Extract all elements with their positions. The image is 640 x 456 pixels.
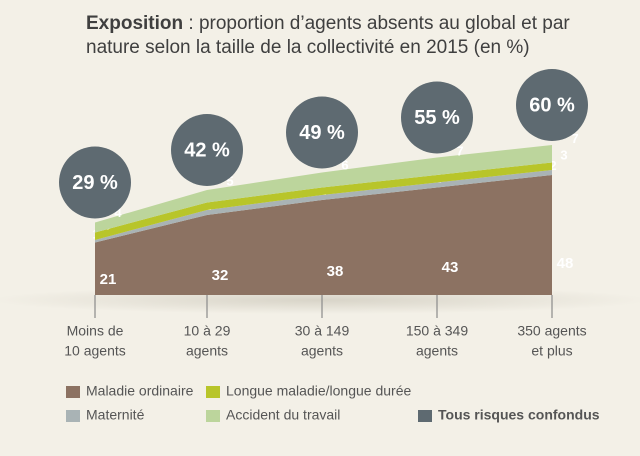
data-label: 38 (327, 263, 344, 280)
area (95, 145, 552, 233)
total-circle (516, 69, 588, 141)
data-label: 7 (456, 144, 463, 159)
x-tick-label: et plus (531, 343, 572, 359)
data-label: 6 (341, 157, 348, 172)
x-tick-label: 30 à 149 (295, 323, 350, 339)
area (95, 175, 552, 295)
data-label: 43 (442, 259, 459, 276)
data-label: 3 (560, 148, 567, 163)
x-tick-label: agents (416, 343, 458, 359)
legend-swatch (206, 386, 220, 398)
area (95, 162, 552, 240)
x-tick-label: agents (301, 343, 343, 359)
legend-label: Maternité (86, 407, 145, 423)
area (95, 170, 552, 243)
x-tick-label: 10 agents (64, 343, 126, 359)
total-label: 42 % (184, 139, 230, 161)
total-circle (59, 146, 131, 219)
legend-label: Longue maladie/longue durée (226, 383, 411, 399)
legend-swatch (206, 410, 220, 422)
total-label: 60 % (529, 94, 575, 116)
x-tick-label: 10 à 29 (184, 323, 231, 339)
data-label: 32 (212, 267, 229, 284)
title-text: : proportion d’agents absents au global … (86, 13, 570, 58)
chart-title: Exposition : proportion d’agents absents… (86, 12, 586, 60)
total-circle (401, 81, 473, 154)
data-label: 48 (557, 255, 574, 272)
x-tick-label: 350 agents (517, 323, 586, 339)
legend-swatch (66, 386, 80, 398)
total-label: 29 % (72, 172, 118, 194)
data-label: 2 (549, 158, 556, 173)
total-label: 49 % (299, 122, 345, 144)
data-label: 21 (100, 271, 117, 288)
data-label: 5 (226, 174, 233, 189)
legend-label: Accident du travail (226, 407, 340, 423)
x-tick-label: Moins de (67, 323, 124, 339)
total-circle (171, 114, 243, 186)
data-label: 4 (114, 205, 122, 220)
legend-label: Maladie ordinaire (86, 383, 194, 399)
legend-swatch (66, 410, 80, 422)
total-label: 55 % (414, 107, 460, 129)
title-emphasis: Exposition (86, 13, 184, 34)
data-label: 7 (571, 131, 578, 146)
x-tick-label: agents (186, 343, 228, 359)
x-tick-label: 150 à 349 (406, 323, 468, 339)
legend-label: Tous risques confondus (438, 407, 600, 423)
legend-swatch (418, 410, 432, 422)
total-circle (286, 96, 358, 169)
